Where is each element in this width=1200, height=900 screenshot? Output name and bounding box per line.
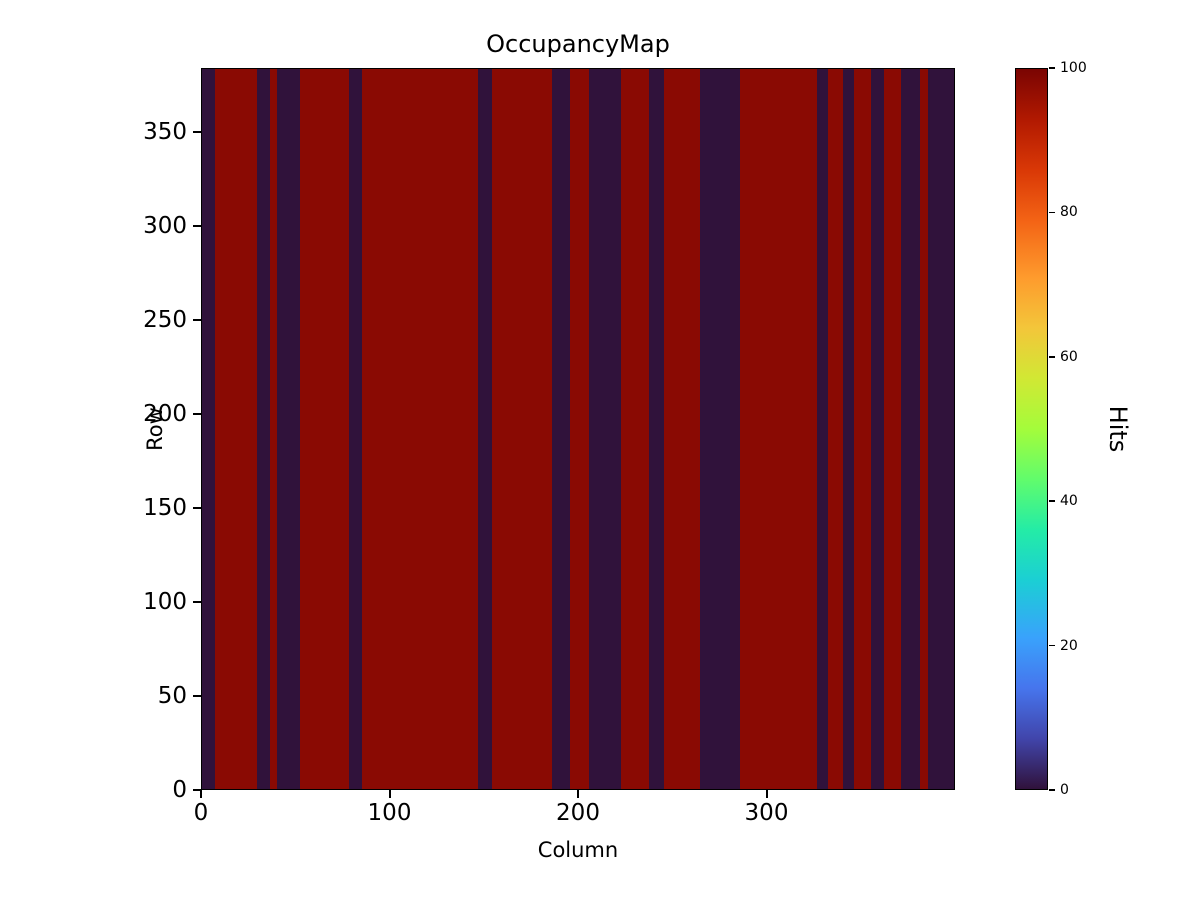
x-tick-mark (765, 790, 768, 798)
x-tick-mark (200, 790, 202, 798)
y-tick-label: 350 (143, 118, 187, 145)
dead-column-stripe (816, 69, 829, 789)
y-axis-label: Row (143, 407, 167, 451)
y-tick-label: 200 (143, 400, 187, 427)
colorbar-tick-label: 100 (1060, 60, 1087, 76)
colorbar-tick-mark (1049, 789, 1055, 791)
dead-column-stripe (700, 69, 740, 789)
dead-column-stripe (348, 69, 362, 789)
y-tick-mark (193, 789, 201, 791)
colorbar-tick-mark (1049, 500, 1055, 502)
x-tick-mark (577, 790, 579, 798)
x-axis-label: Column (537, 838, 619, 862)
x-tick-mark (388, 790, 391, 798)
dead-column-stripe (901, 69, 921, 789)
colorbar-tick-mark (1049, 356, 1055, 358)
dead-column-stripe (871, 69, 885, 789)
dead-column-stripe (202, 69, 216, 789)
y-tick-label: 300 (143, 212, 187, 239)
colorbar-tick-mark (1049, 67, 1055, 69)
heatmap-plot (201, 68, 955, 790)
dead-column-stripe (277, 69, 300, 789)
dead-column-stripe (256, 69, 270, 789)
dead-column-stripe (589, 69, 622, 789)
colorbar-tick-label: 40 (1060, 493, 1078, 510)
y-tick-label: 50 (157, 682, 187, 709)
dead-column-stripe (478, 69, 492, 789)
colorbar-tick-label: 20 (1060, 637, 1078, 654)
y-tick-mark (193, 130, 201, 133)
dead-column-stripe (551, 69, 571, 789)
colorbar-tick-label: 80 (1060, 204, 1078, 221)
dead-column-stripe (843, 69, 855, 789)
y-tick-mark (193, 412, 201, 415)
dead-column-stripe (927, 69, 954, 789)
colorbar (1015, 68, 1048, 790)
y-tick-mark (193, 506, 201, 509)
x-tick-label: 0 (193, 800, 209, 826)
chart-title: OccupancyMap (486, 30, 670, 58)
y-tick-mark (193, 694, 201, 697)
y-tick-mark (193, 318, 201, 321)
colorbar-label: Hits (1104, 405, 1132, 453)
colorbar-tick-label: 60 (1060, 348, 1078, 365)
y-tick-label: 250 (143, 306, 187, 333)
colorbar-tick-mark (1049, 644, 1055, 647)
x-tick-label: 300 (744, 800, 789, 826)
y-tick-label: 100 (143, 588, 187, 615)
dead-column-stripe (649, 69, 665, 789)
x-tick-label: 200 (556, 800, 600, 826)
y-tick-label: 150 (143, 494, 187, 521)
colorbar-tick-mark (1049, 211, 1055, 214)
y-tick-mark (193, 224, 201, 227)
colorbar-tick-label: 0 (1060, 782, 1069, 798)
y-tick-mark (193, 600, 201, 603)
x-tick-label: 100 (367, 800, 412, 826)
y-tick-label: 0 (172, 777, 187, 803)
